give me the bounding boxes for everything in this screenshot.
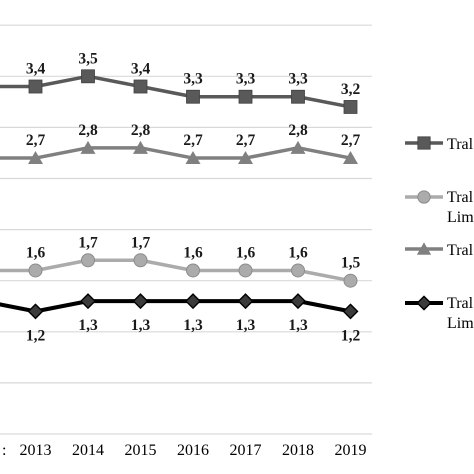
data-label: 2,7 — [341, 132, 361, 149]
data-label: 3,3 — [183, 71, 203, 88]
triangle-marker — [238, 151, 253, 165]
legend-label: Tral — [447, 242, 474, 259]
data-label: 1,6 — [183, 244, 203, 261]
data-label: 1,3 — [183, 317, 203, 334]
data-label: 2,7 — [26, 132, 46, 149]
circle-marker — [81, 253, 95, 268]
triangle-marker — [290, 140, 306, 154]
series-line-1 — [0, 146, 351, 160]
square-marker — [343, 100, 358, 114]
data-label: 3,3 — [236, 71, 256, 88]
x-tick-label: 2014 — [72, 442, 104, 459]
circle-marker — [28, 263, 43, 278]
circle-marker — [417, 190, 431, 204]
square-marker — [238, 89, 253, 104]
square-marker — [28, 79, 43, 94]
data-label: 1,2 — [26, 327, 46, 344]
circle-marker — [238, 263, 253, 278]
legend-label: Tral — [447, 136, 474, 153]
square-marker — [186, 89, 200, 104]
gridlines — [0, 24, 372, 435]
triangle-marker — [133, 140, 148, 154]
diamond-marker — [290, 293, 306, 310]
triangle-marker — [80, 140, 96, 154]
legend-item: Tral — [405, 136, 474, 153]
diamond-marker — [185, 293, 201, 310]
data-label: 1,6 — [236, 244, 256, 261]
square-marker — [133, 79, 148, 94]
triangle-marker — [185, 151, 201, 165]
diamond-marker — [132, 293, 149, 310]
data-label: 3,3 — [288, 71, 308, 88]
series-line-0 — [0, 74, 351, 109]
data-label: 1,3 — [236, 317, 256, 334]
data-label: 1,3 — [78, 317, 98, 334]
data-label: 2,8 — [288, 122, 308, 139]
diamond-marker — [416, 295, 432, 311]
diamond-marker — [237, 293, 254, 310]
x-tick-label-partial: : — [2, 442, 6, 459]
data-label: 2,8 — [131, 122, 151, 139]
data-label: 3,4 — [26, 61, 46, 78]
circle-marker — [186, 263, 200, 278]
legend-label: Tral — [447, 189, 474, 206]
x-tick-label: 2016 — [177, 442, 209, 459]
data-label: 3,4 — [131, 61, 151, 78]
data-label: 2,7 — [236, 132, 256, 149]
data-labels: 3,4 3,5 3,4 3,3 3,3 3,3 3,2 2,7 2,8 2,8 2,7 2,7 2,8 2… — [26, 50, 361, 344]
x-tick-label: 2017 — [230, 442, 262, 459]
data-label: 1,5 — [341, 255, 361, 272]
triangle-marker — [28, 151, 43, 165]
circle-marker — [133, 253, 148, 268]
data-label: 1,6 — [26, 244, 46, 261]
diamond-marker — [342, 303, 359, 320]
data-label: 1,7 — [131, 234, 151, 251]
legend-label: Tral — [447, 295, 474, 312]
data-label: 3,5 — [78, 50, 98, 67]
legend: Tral Tral Lim Tral Tral Lim — [405, 136, 474, 332]
legend-item: Tral Lim — [405, 189, 474, 226]
x-tick-label: 2013 — [20, 442, 52, 459]
data-label: 1,7 — [78, 234, 98, 251]
square-marker — [417, 136, 431, 150]
series-line-2 — [0, 258, 351, 283]
series-line-3 — [0, 299, 351, 314]
circle-marker — [291, 263, 305, 278]
circle-marker — [343, 273, 358, 288]
x-tick-label: 2019 — [335, 442, 367, 459]
series-layer — [0, 69, 359, 320]
data-label: 1,3 — [288, 317, 308, 334]
x-tick-label: 2015 — [125, 442, 157, 459]
data-label: 2,7 — [183, 132, 203, 149]
diamond-marker — [27, 303, 44, 320]
x-axis-ticks: 20122013201420152016201720182019: — [2, 442, 367, 459]
data-label: 1,3 — [131, 317, 151, 334]
legend-item: Tral — [405, 242, 474, 259]
triangle-marker — [416, 242, 432, 255]
legend-item: Tral Lim — [405, 295, 474, 332]
data-label: 3,2 — [341, 81, 361, 98]
diamond-marker — [80, 293, 96, 310]
legend-label-line2: Lim — [447, 315, 474, 332]
data-label: 1,6 — [288, 244, 308, 261]
square-marker — [291, 89, 305, 104]
x-tick-label: 2018 — [282, 442, 314, 459]
data-label: 1,2 — [341, 327, 361, 344]
legend-label-line2: Lim — [447, 209, 474, 226]
data-label: 2,8 — [78, 122, 98, 139]
triangle-marker — [343, 151, 358, 165]
square-marker — [81, 69, 95, 84]
